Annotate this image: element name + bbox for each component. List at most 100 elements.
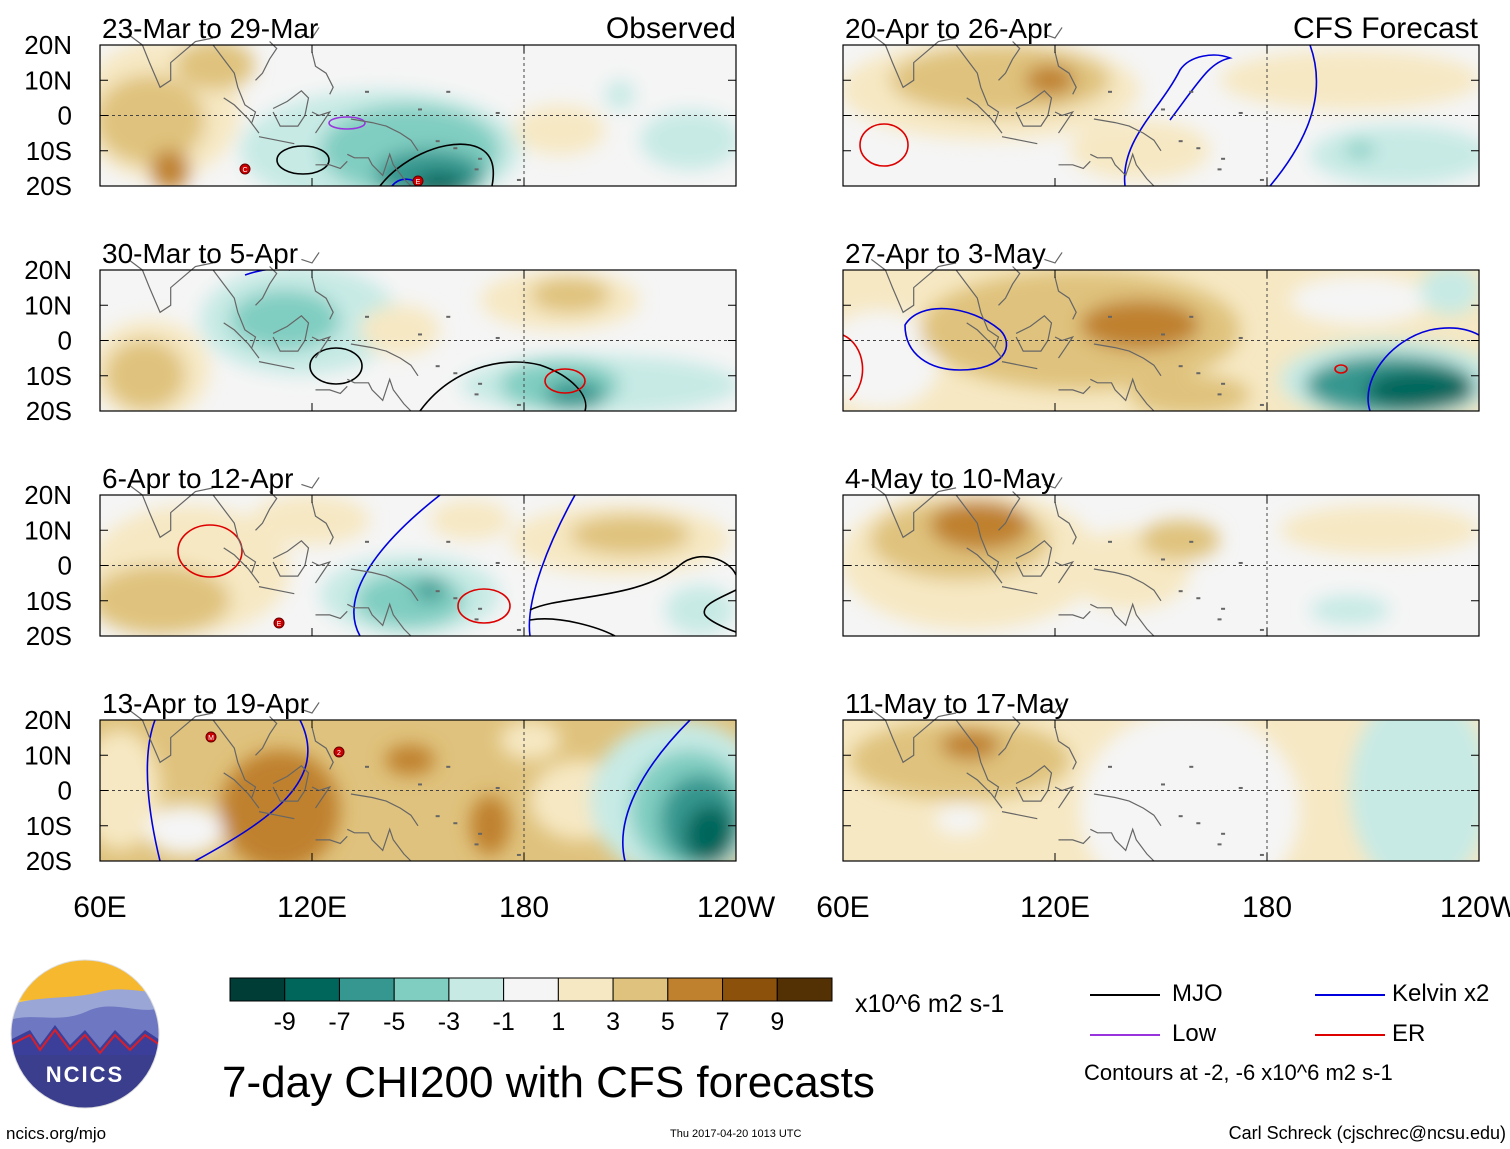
panel-5-field [843,45,1479,186]
colorbar-swatch [503,977,559,1002]
y-tick-label: 0 [58,101,72,131]
coastline [1058,385,1091,395]
island-mark [1161,558,1165,561]
colorbar-swatch [776,977,833,1002]
panel-title: 20-Apr to 26-Apr [845,13,1052,44]
coastline [1054,501,1077,545]
coastline [315,385,348,395]
coastline [223,772,260,809]
coastline [1015,315,1053,352]
coastline [255,266,278,306]
coastline [258,811,295,820]
coastline [955,719,1000,798]
coastline [1090,152,1155,187]
coastline [998,41,1021,81]
coastline [1054,560,1075,584]
island-mark [495,111,500,114]
island-mark [1221,157,1226,160]
x-axis-labels: 60E 120E 180 120W 60E 120E 180 120W [73,891,1510,924]
coastline [1090,602,1155,637]
coastline [1044,702,1063,714]
panel-5-axes: 20-Apr to 26-Apr [842,13,1480,187]
panel-7-axes: 4-May to 10-May [842,463,1480,637]
site-url[interactable]: ncics.org/mjo [6,1124,107,1143]
colorbar-swatch [393,977,450,1002]
coastline [311,276,334,320]
contour-legend [1090,994,1385,1036]
panel-4-storm-markers: M 2 [205,731,345,758]
island-mark [1238,561,1243,564]
y-tick-label: 10S [26,586,72,616]
panel-2-axes: 20N 10N 0 10S 20S 30-Mar to 5-Apr [24,238,737,426]
island-mark [446,540,451,543]
coastline [350,343,419,377]
island-mark [453,372,458,375]
legend-label-kelvin: Kelvin x2 [1392,980,1490,1007]
island-mark [1108,315,1112,318]
island-mark [516,628,521,631]
island-mark [474,393,479,396]
panel-7 [843,495,1479,636]
coastline [212,269,257,348]
island-mark [474,168,479,171]
coastline [1001,586,1038,595]
y-tick-label: 0 [58,551,72,581]
island-mark [1217,618,1222,621]
island-mark [453,147,458,150]
island-mark [474,618,479,621]
island-mark [1217,843,1222,846]
svg-text:E: E [416,179,421,186]
y-tick-label: 20N [24,480,72,510]
island-mark [1108,540,1112,543]
island-mark [453,822,458,825]
panel-2 [100,270,736,411]
y-tick-label: 20S [26,846,72,876]
island-mark [1259,853,1264,856]
island-mark [478,832,483,835]
x-tick-label: 60E [816,891,869,924]
coastline [1093,343,1162,377]
coastline [1001,136,1038,145]
panel-title: 27-Apr to 3-May [845,238,1046,269]
coastline [350,118,419,152]
svg-text:M: M [208,735,214,742]
island-mark [446,765,451,768]
coastline [1054,276,1077,320]
panel-6-axes: 27-Apr to 3-May [842,238,1480,412]
coastline [350,793,419,827]
island-mark [474,843,479,846]
credit: Carl Schreck (cjschrec@ncsu.edu) [1228,1123,1506,1143]
panel-8-field [843,720,1479,861]
colorbar-swatch [722,977,778,1002]
y-tick-label: 10N [24,740,72,770]
island-mark [1178,365,1183,368]
panel-2-field [100,270,736,411]
coastline [223,322,260,359]
panel-7-field [843,495,1479,636]
coastline [212,494,257,573]
coastline [315,610,348,620]
x-tick-label: 180 [499,891,549,924]
panel-title: 6-Apr to 12-Apr [102,463,293,494]
coastline [311,785,332,809]
coastline [223,547,260,584]
panel-4: M 2 [100,720,736,861]
colorbar-label: -1 [493,1008,515,1036]
coastline [255,41,278,81]
y-tick-label: 10S [26,361,72,391]
coastline [272,315,310,352]
panel-1-axes: 20N 10N 0 10S 20S 23-Mar to 29-Mar [24,13,737,201]
island-mark [1259,178,1264,181]
island-mark [1161,108,1165,111]
island-mark [418,333,422,336]
island-mark [418,108,422,111]
island-mark [1238,111,1243,114]
island-mark [1221,832,1226,835]
panel-3-axes: 20N 10N 0 10S 20S 6-Apr to 12-Apr [24,463,737,651]
coastline [350,568,419,602]
island-mark [1217,393,1222,396]
x-tick-label: 180 [1242,891,1292,924]
island-mark [478,382,483,385]
